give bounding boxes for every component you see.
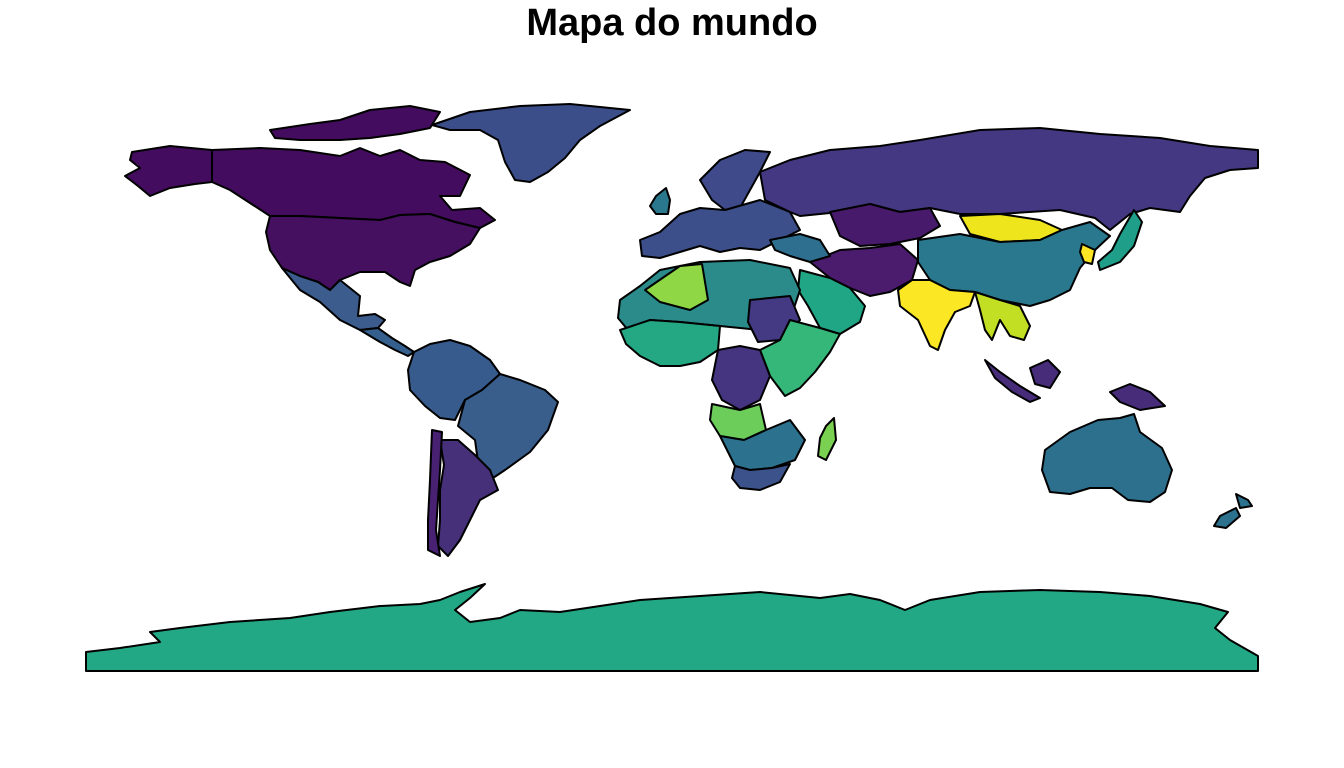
region-india bbox=[897, 279, 976, 351]
region-canada bbox=[211, 147, 496, 229]
region-southern-africa bbox=[719, 419, 806, 471]
region-argentina bbox=[437, 439, 499, 557]
region-new-guinea bbox=[1109, 383, 1166, 411]
region-kazakhstan bbox=[829, 203, 941, 247]
region-greenland bbox=[431, 103, 631, 183]
region-scandinavia bbox=[699, 149, 771, 211]
region-australia bbox=[1041, 413, 1173, 503]
region-new-zealand bbox=[1235, 493, 1253, 509]
region-mexico bbox=[281, 267, 386, 331]
region-west-africa bbox=[619, 319, 721, 367]
region-central-america bbox=[359, 327, 415, 357]
region-korea bbox=[1079, 243, 1096, 265]
region-japan bbox=[1097, 209, 1143, 271]
region-brazil bbox=[457, 373, 559, 481]
region-madagascar bbox=[817, 417, 837, 461]
region-southeast-asia bbox=[974, 291, 1031, 341]
region-canada-arctic bbox=[269, 105, 441, 141]
region-arabia bbox=[797, 269, 866, 335]
region-south-africa bbox=[731, 463, 791, 491]
region-east-africa bbox=[759, 319, 841, 397]
region-uk bbox=[649, 187, 671, 215]
map-title: Mapa do mundo bbox=[526, 2, 818, 44]
region-congo bbox=[711, 345, 771, 411]
region-indonesia bbox=[984, 359, 1041, 403]
region-indonesia-borneo bbox=[1029, 359, 1061, 389]
region-algeria-libya bbox=[644, 263, 709, 311]
region-alaska bbox=[124, 145, 213, 197]
region-antarctica bbox=[85, 583, 1259, 672]
region-new-zealand-south bbox=[1213, 507, 1241, 529]
region-chile bbox=[427, 429, 443, 557]
region-middle-east bbox=[769, 233, 831, 263]
